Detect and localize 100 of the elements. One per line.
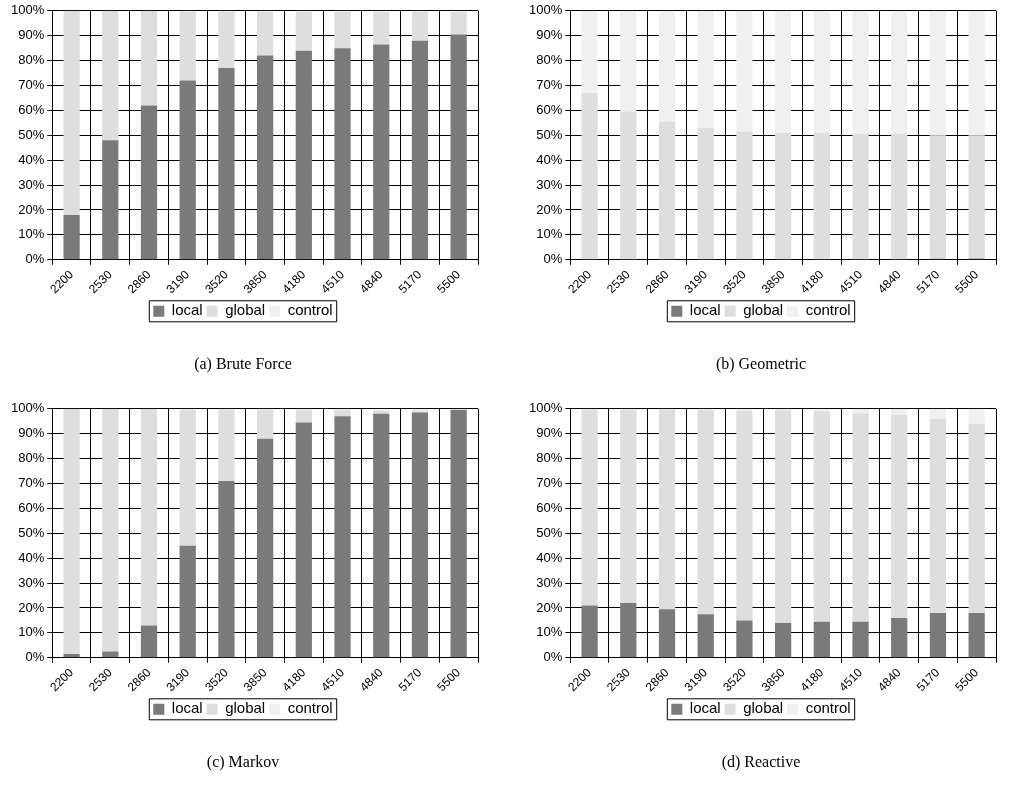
y-tick-label: 50% (18, 524, 45, 540)
bar (257, 55, 274, 260)
y-tick-label: 70% (18, 475, 45, 491)
y-tick-label: 70% (18, 77, 45, 93)
y-tick-label: 40% (18, 549, 45, 565)
y-tick-label: 60% (536, 499, 563, 515)
y-tick-label: 0% (543, 649, 563, 665)
bar (295, 422, 312, 658)
bar (891, 10, 908, 135)
bar (852, 134, 869, 260)
y-tick-label: 0% (25, 649, 45, 665)
bar (295, 50, 312, 260)
bar (63, 408, 80, 655)
bar (929, 10, 947, 136)
bar (257, 409, 274, 439)
text: (c) Markov (206, 752, 280, 771)
y-tick-label: 40% (536, 151, 563, 167)
y-tick-label: 40% (18, 151, 45, 167)
bar (852, 621, 869, 658)
bar (411, 11, 429, 41)
y-tick-label: 20% (18, 201, 45, 217)
bar (581, 409, 598, 606)
y-tick-label: 30% (18, 574, 45, 590)
bar (891, 134, 908, 260)
legend-label: global (743, 699, 784, 717)
bar (63, 654, 80, 658)
bar (658, 609, 676, 658)
legend-label: local (689, 301, 721, 319)
bar (852, 413, 869, 622)
bar (775, 132, 792, 260)
y-tick-label: 30% (536, 574, 563, 590)
bar (891, 408, 908, 416)
y-tick-label: 100% (11, 400, 45, 416)
y-tick-label: 20% (536, 201, 563, 217)
bar (581, 92, 598, 260)
bar (179, 80, 196, 260)
bar (697, 410, 714, 615)
y-tick-label: 10% (18, 226, 45, 242)
bar (620, 10, 637, 112)
bar (658, 409, 676, 610)
bar (813, 411, 830, 622)
bar (450, 12, 467, 35)
bar (334, 48, 351, 260)
legend-label: control (805, 301, 851, 319)
legend-label: control (805, 699, 851, 717)
bar (852, 408, 869, 414)
bar (620, 111, 637, 260)
y-tick-label: 0% (543, 251, 563, 267)
bar (411, 412, 429, 658)
y-tick-label: 60% (18, 101, 45, 117)
y-tick-label: 70% (536, 475, 563, 491)
bar (736, 131, 753, 260)
bar (257, 438, 274, 658)
bar (929, 612, 947, 658)
legend-label: control (287, 301, 333, 319)
y-tick-label: 50% (536, 524, 563, 540)
bar (736, 620, 753, 658)
text: (a) Brute Force (194, 354, 292, 373)
y-tick-label: 10% (536, 624, 563, 640)
bar (179, 410, 196, 546)
legend-label: local (171, 699, 203, 717)
legend-label: control (287, 699, 333, 717)
bar (658, 121, 676, 260)
bar (102, 140, 119, 260)
bar (140, 625, 158, 658)
bar (775, 622, 792, 658)
bar (852, 10, 869, 135)
bar (218, 68, 235, 260)
y-tick-label: 10% (536, 226, 563, 242)
bar (736, 10, 753, 132)
bar (929, 135, 947, 259)
y-tick-label: 80% (536, 450, 563, 466)
bar (697, 127, 714, 260)
bar (891, 415, 908, 618)
bar (140, 105, 158, 260)
bar (218, 11, 235, 69)
y-tick-label: 80% (18, 52, 45, 68)
bar (813, 132, 830, 260)
text: (b) Geometric (715, 354, 807, 373)
y-tick-label: 100% (529, 2, 563, 18)
bar (140, 10, 158, 106)
text: (d) Reactive (721, 752, 801, 771)
legend-label: local (171, 301, 203, 319)
bar (411, 40, 429, 260)
y-tick-label: 80% (18, 450, 45, 466)
bar (813, 10, 830, 133)
y-tick-label: 70% (536, 77, 563, 93)
bar (658, 10, 676, 122)
y-tick-label: 90% (536, 27, 563, 43)
bar (697, 614, 714, 658)
bar (257, 11, 274, 56)
bar (179, 545, 196, 658)
legend-label: global (743, 301, 784, 319)
bar (736, 410, 753, 621)
bar (968, 10, 985, 136)
bar (891, 617, 908, 658)
bar (581, 10, 598, 93)
bar (775, 410, 792, 623)
bar (968, 135, 985, 259)
y-tick-label: 100% (11, 2, 45, 18)
